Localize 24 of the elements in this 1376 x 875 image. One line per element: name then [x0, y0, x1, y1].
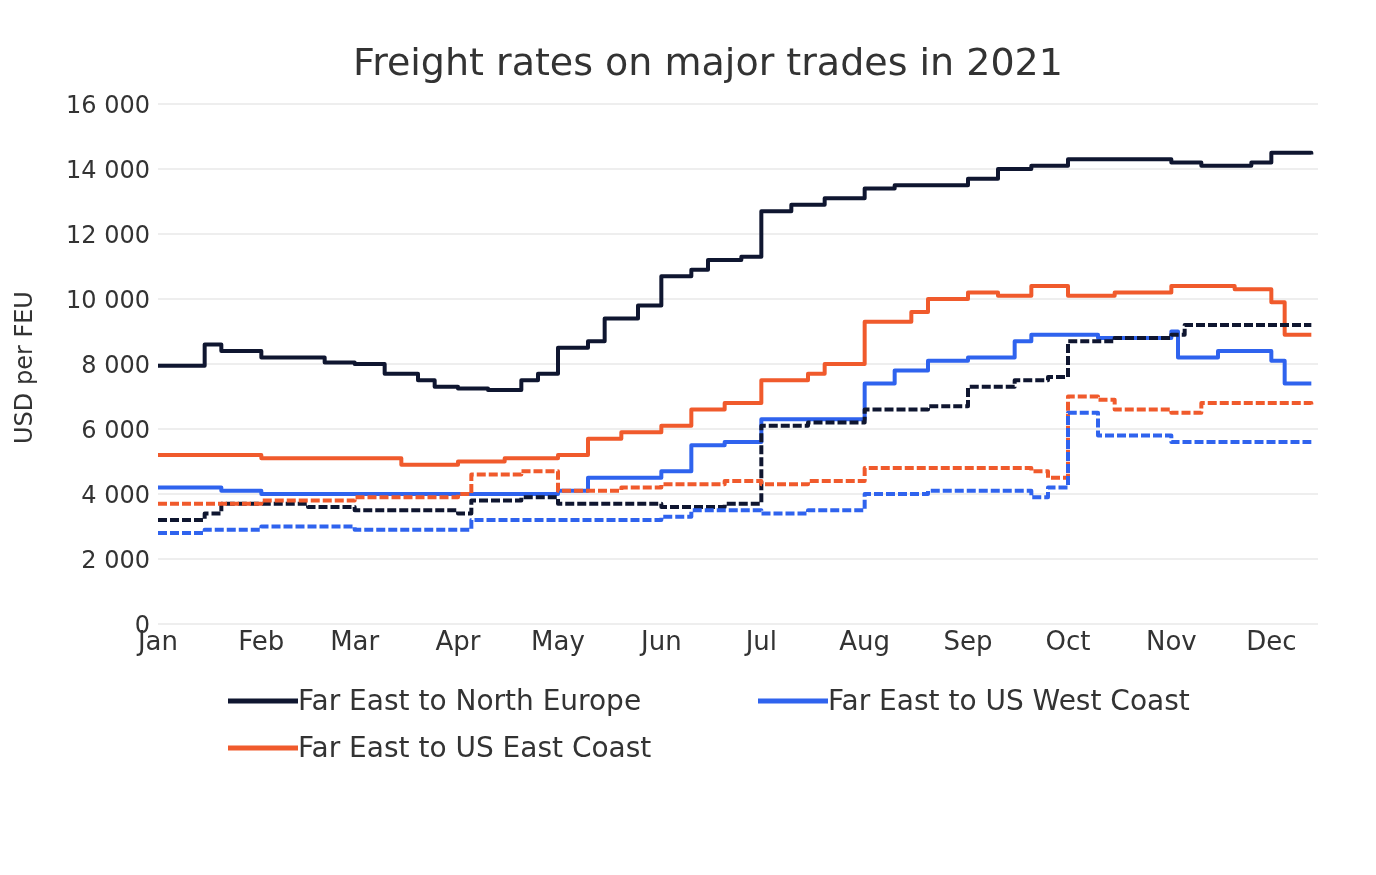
y-tick-label: 14 000 — [66, 155, 150, 184]
x-tick-label: Jul — [743, 626, 778, 657]
x-tick-label: Jun — [639, 626, 682, 657]
x-tick-label: Oct — [1045, 626, 1091, 657]
y-tick-label: 16 000 — [66, 90, 150, 119]
legend-label: Far East to North Europe — [298, 684, 642, 717]
x-tick-label: Apr — [435, 626, 481, 657]
y-tick-label: 4 000 — [81, 480, 150, 509]
x-tick-label: Nov — [1145, 626, 1197, 657]
x-tick-label: Feb — [238, 626, 285, 657]
y-tick-label: 8 000 — [81, 350, 150, 379]
legend-label: Far East to US West Coast — [828, 684, 1190, 717]
x-tick-label: Dec — [1246, 626, 1297, 657]
y-tick-label: 6 000 — [81, 415, 150, 444]
x-tick-label: Mar — [330, 626, 380, 657]
chart-title: Freight rates on major trades in 2021 — [352, 40, 1064, 84]
y-axis-title: USD per FEU — [9, 291, 38, 444]
legend-label: Far East to US East Coast — [298, 731, 652, 764]
y-tick-label: 2 000 — [81, 545, 150, 574]
x-tick-label: Sep — [943, 626, 993, 657]
x-tick-label: May — [531, 626, 585, 657]
y-tick-label: 12 000 — [66, 220, 150, 249]
x-tick-label: Aug — [839, 626, 891, 657]
y-tick-label: 10 000 — [66, 285, 150, 314]
